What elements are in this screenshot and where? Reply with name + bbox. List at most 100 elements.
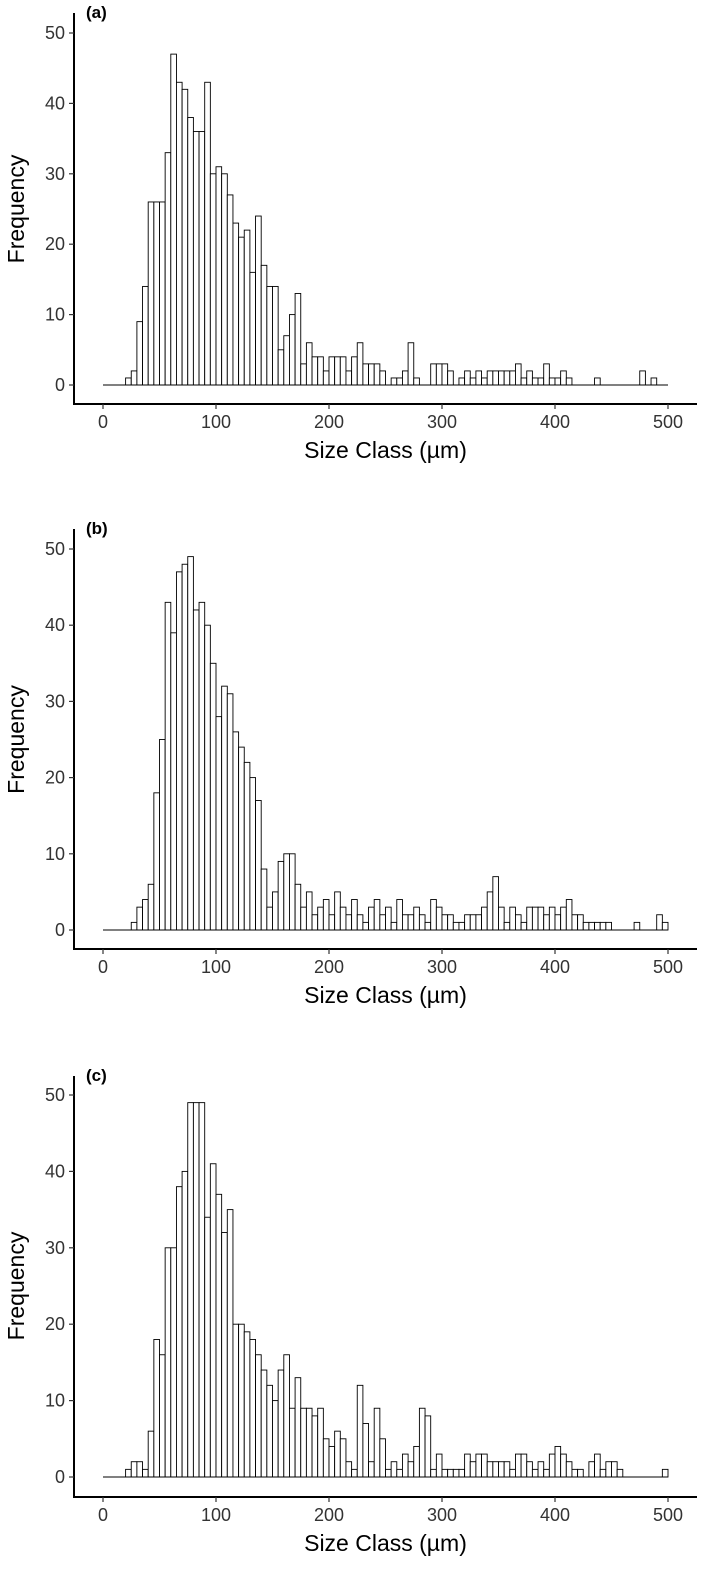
x-tick-label: 400 [540, 957, 570, 977]
x-tick-label: 200 [314, 412, 344, 432]
histogram-bar [334, 356, 341, 386]
histogram-bar [345, 914, 353, 931]
histogram-bar [373, 363, 381, 386]
histogram-bar [588, 1461, 596, 1478]
histogram-bar [170, 632, 177, 931]
histogram-bar [373, 899, 381, 931]
histogram-bar [226, 194, 234, 386]
histogram-bar [543, 1468, 550, 1478]
histogram-bar [368, 363, 375, 386]
histogram-bar [498, 370, 505, 386]
histogram-bar [396, 1468, 403, 1478]
panel-label: (c) [86, 1066, 107, 1085]
bars [125, 1102, 669, 1478]
histogram-bar [492, 876, 499, 931]
histogram-bar [159, 1354, 166, 1478]
histogram-bar [159, 201, 166, 386]
x-tick-label: 500 [653, 957, 683, 977]
x-tick-label: 100 [201, 1505, 231, 1525]
histogram-bar [554, 914, 562, 931]
histogram-bar [548, 906, 556, 931]
histogram-bar [317, 356, 324, 386]
histogram-bar [164, 1247, 172, 1478]
histogram-bar [543, 914, 550, 931]
histogram-bar [475, 1453, 482, 1478]
histogram-bar [368, 1461, 375, 1478]
histogram-bar [407, 342, 415, 386]
y-tick-label: 10 [45, 1391, 65, 1411]
histogram-bar [300, 1407, 307, 1478]
histogram-bar [249, 777, 256, 931]
histogram-bar [339, 906, 347, 931]
histogram-bar [582, 921, 590, 931]
x-axis-title: Size Class (µm) [304, 982, 467, 1008]
histogram-bar [526, 1461, 533, 1478]
x-tick-label: 300 [427, 957, 457, 977]
histogram-bar [565, 1461, 573, 1478]
y-tick-label: 50 [45, 539, 65, 559]
y-tick-label: 20 [45, 234, 65, 254]
histogram-bar [164, 601, 172, 931]
histogram-bar [481, 906, 488, 931]
y-tick-label: 10 [45, 305, 65, 325]
histogram-bar [526, 370, 533, 386]
histogram-bar [317, 1407, 324, 1478]
histogram-bar [594, 1453, 601, 1478]
histogram-bar [379, 370, 386, 386]
histogram-bar [390, 921, 398, 931]
x-tick-label: 400 [540, 1505, 570, 1525]
histogram-bar [458, 377, 466, 386]
histogram-bar [594, 921, 601, 931]
histogram-bar [565, 899, 573, 931]
histogram-bar [548, 1453, 556, 1478]
histogram-bar [322, 1438, 330, 1478]
histogram-bar [209, 173, 217, 386]
histogram-bar [334, 891, 341, 931]
histogram-bar [283, 853, 290, 931]
x-axis-title: Size Class (µm) [304, 1530, 467, 1556]
histogram-bar [209, 1163, 217, 1478]
histogram-bar [548, 377, 556, 386]
histogram-bar [390, 1461, 398, 1478]
panel-label: (a) [86, 3, 107, 22]
histogram-bar [164, 152, 172, 386]
histogram-bar [238, 746, 245, 931]
histogram-bar [413, 1445, 420, 1478]
histogram-bar [611, 1461, 618, 1478]
histogram-bar [204, 624, 211, 931]
histogram-bar [373, 1407, 381, 1478]
x-tick-label: 200 [314, 1505, 344, 1525]
histogram-bar [192, 609, 200, 931]
histogram-bar [481, 377, 488, 386]
histogram-bar [661, 1468, 669, 1478]
x-tick-label: 100 [201, 957, 231, 977]
histogram-bar [153, 201, 160, 386]
y-tick-label: 20 [45, 768, 65, 788]
histogram-bar [441, 914, 449, 931]
histogram-bar [187, 556, 194, 931]
histogram-bar [554, 377, 562, 386]
histogram-bar [413, 906, 420, 931]
histogram-bar [430, 1468, 437, 1478]
histogram-bar [322, 899, 330, 931]
histogram-bar [351, 356, 358, 386]
histogram-bar [283, 1354, 290, 1478]
histogram-bar [243, 761, 251, 931]
histogram-bar [407, 1461, 415, 1478]
histogram-bar [424, 1415, 432, 1478]
histogram-bar [170, 53, 177, 386]
histogram-bar [351, 1468, 358, 1478]
histogram-bar [356, 1384, 364, 1478]
histogram-bar [260, 264, 268, 386]
histogram-bar [475, 370, 482, 386]
histogram-bar [435, 1453, 443, 1478]
histogram-bar [300, 906, 307, 931]
histogram-bar [571, 1468, 579, 1478]
histogram-bar [221, 173, 228, 386]
histogram-bar [441, 1468, 449, 1478]
histogram-bar [198, 1102, 206, 1478]
y-tick-label: 40 [45, 1161, 65, 1181]
histogram-bar [255, 215, 262, 386]
histogram-bar [243, 229, 251, 386]
histogram-bar [396, 377, 403, 386]
